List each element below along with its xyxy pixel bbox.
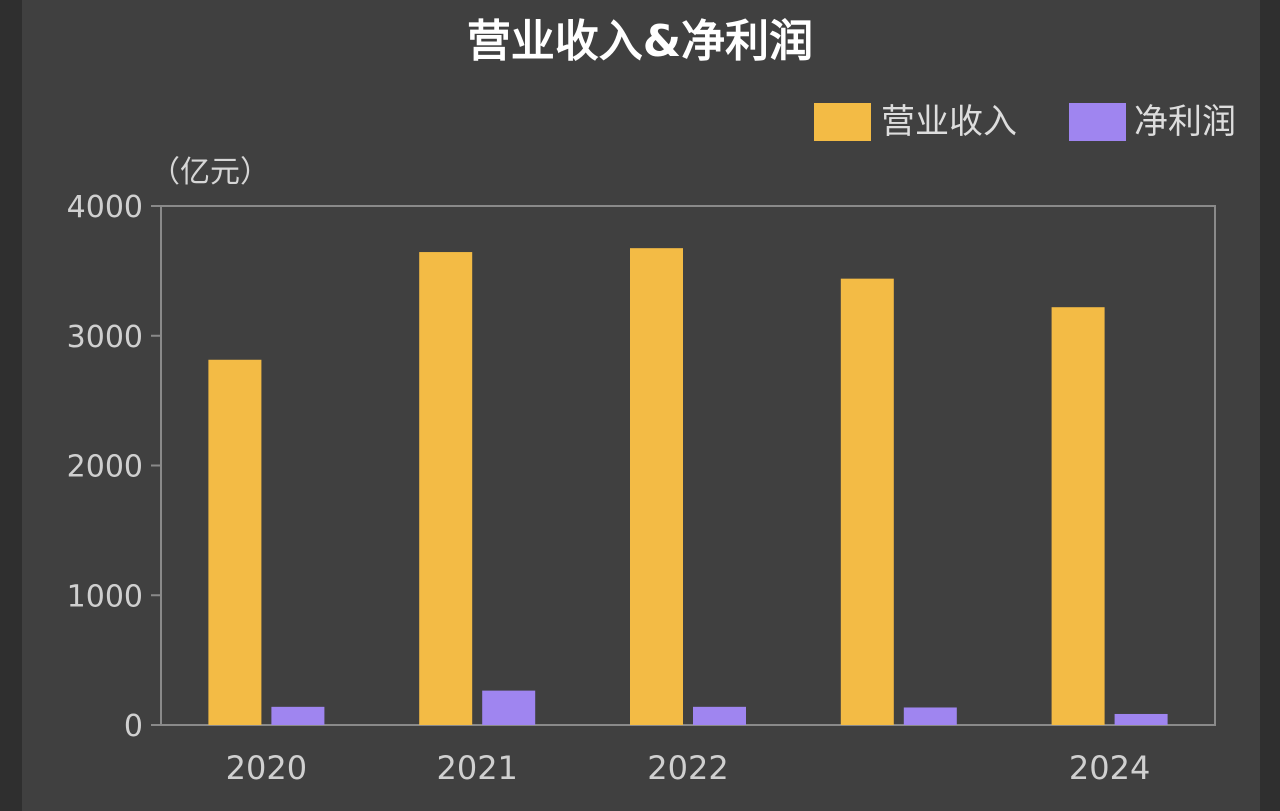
bar-revenue: [208, 359, 262, 725]
bar-net-profit: [271, 706, 325, 725]
bar-revenue: [840, 278, 894, 725]
bar-revenue: [1051, 307, 1105, 725]
y-axis-unit-label: （亿元）: [150, 155, 270, 190]
bar-net-profit: [693, 706, 746, 725]
bar-revenue: [630, 248, 683, 725]
legend-label-net-profit: 净利润: [1134, 102, 1236, 142]
y-tick-label: 2000: [67, 450, 143, 485]
y-axis: 0 1000 2000 3000 4000: [67, 190, 161, 744]
legend-swatch-revenue: [814, 103, 871, 141]
bar-net-profit: [482, 690, 536, 725]
bar-net-profit: [1114, 713, 1168, 725]
legend-label-revenue: 营业收入: [881, 102, 1017, 142]
y-tick-label: 1000: [67, 579, 143, 614]
x-axis: 2020 2021 2022 2024: [226, 749, 1151, 787]
legend-swatch-net-profit: [1069, 103, 1126, 141]
x-tick-label: 2024: [1069, 749, 1150, 787]
chart-title: 营业收入&净利润: [467, 16, 813, 67]
x-tick-label: 2022: [647, 749, 728, 787]
bars: [208, 248, 1168, 725]
bar-revenue: [419, 252, 473, 725]
y-tick-label: 4000: [67, 190, 143, 225]
x-tick-label: 2021: [436, 749, 517, 787]
y-tick-label: 3000: [67, 320, 143, 355]
legend: 营业收入 净利润: [814, 102, 1236, 142]
y-tick-label: 0: [124, 709, 143, 744]
bar-net-profit: [903, 707, 957, 725]
x-tick-label: 2020: [226, 749, 307, 787]
